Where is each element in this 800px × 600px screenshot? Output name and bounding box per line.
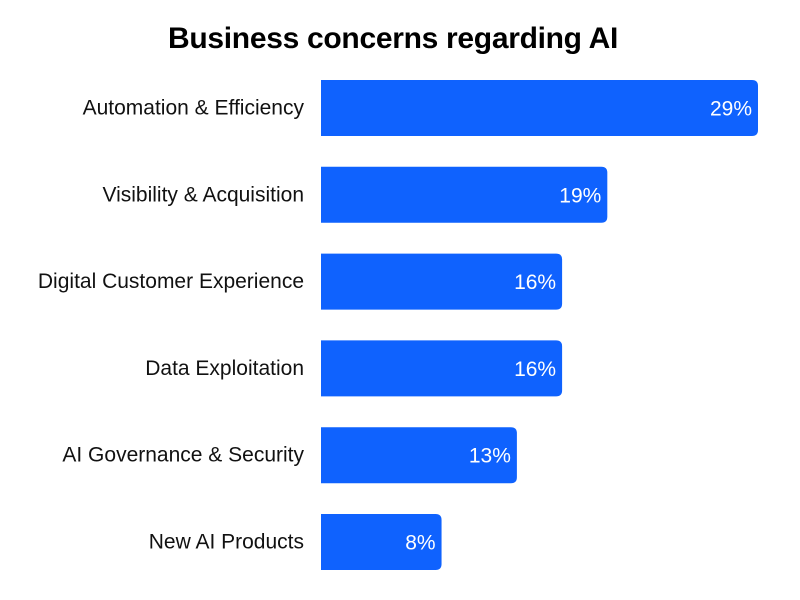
bar-value-label: 13% bbox=[469, 445, 511, 468]
category-label: Automation & Efficiency bbox=[83, 97, 305, 120]
bar bbox=[321, 253, 563, 310]
bar-value-label: 29% bbox=[710, 98, 752, 121]
category-label: Data Exploitation bbox=[145, 357, 304, 380]
bar bbox=[321, 340, 563, 397]
bar bbox=[321, 80, 758, 136]
category-label: AI Governance & Security bbox=[62, 444, 304, 467]
bar bbox=[321, 166, 608, 223]
bar bbox=[321, 427, 517, 484]
bar-value-label: 16% bbox=[514, 358, 556, 381]
chart-title: Business concerns regarding AI bbox=[167, 22, 619, 55]
category-label: Digital Customer Experience bbox=[38, 270, 304, 293]
bar-value-label: 16% bbox=[514, 271, 556, 294]
bar bbox=[321, 514, 442, 570]
category-label: Visibility & Acquisition bbox=[102, 183, 304, 206]
bar-value-label: 8% bbox=[405, 532, 435, 555]
bar-value-label: 19% bbox=[559, 184, 601, 207]
category-label: New AI Products bbox=[149, 531, 304, 554]
